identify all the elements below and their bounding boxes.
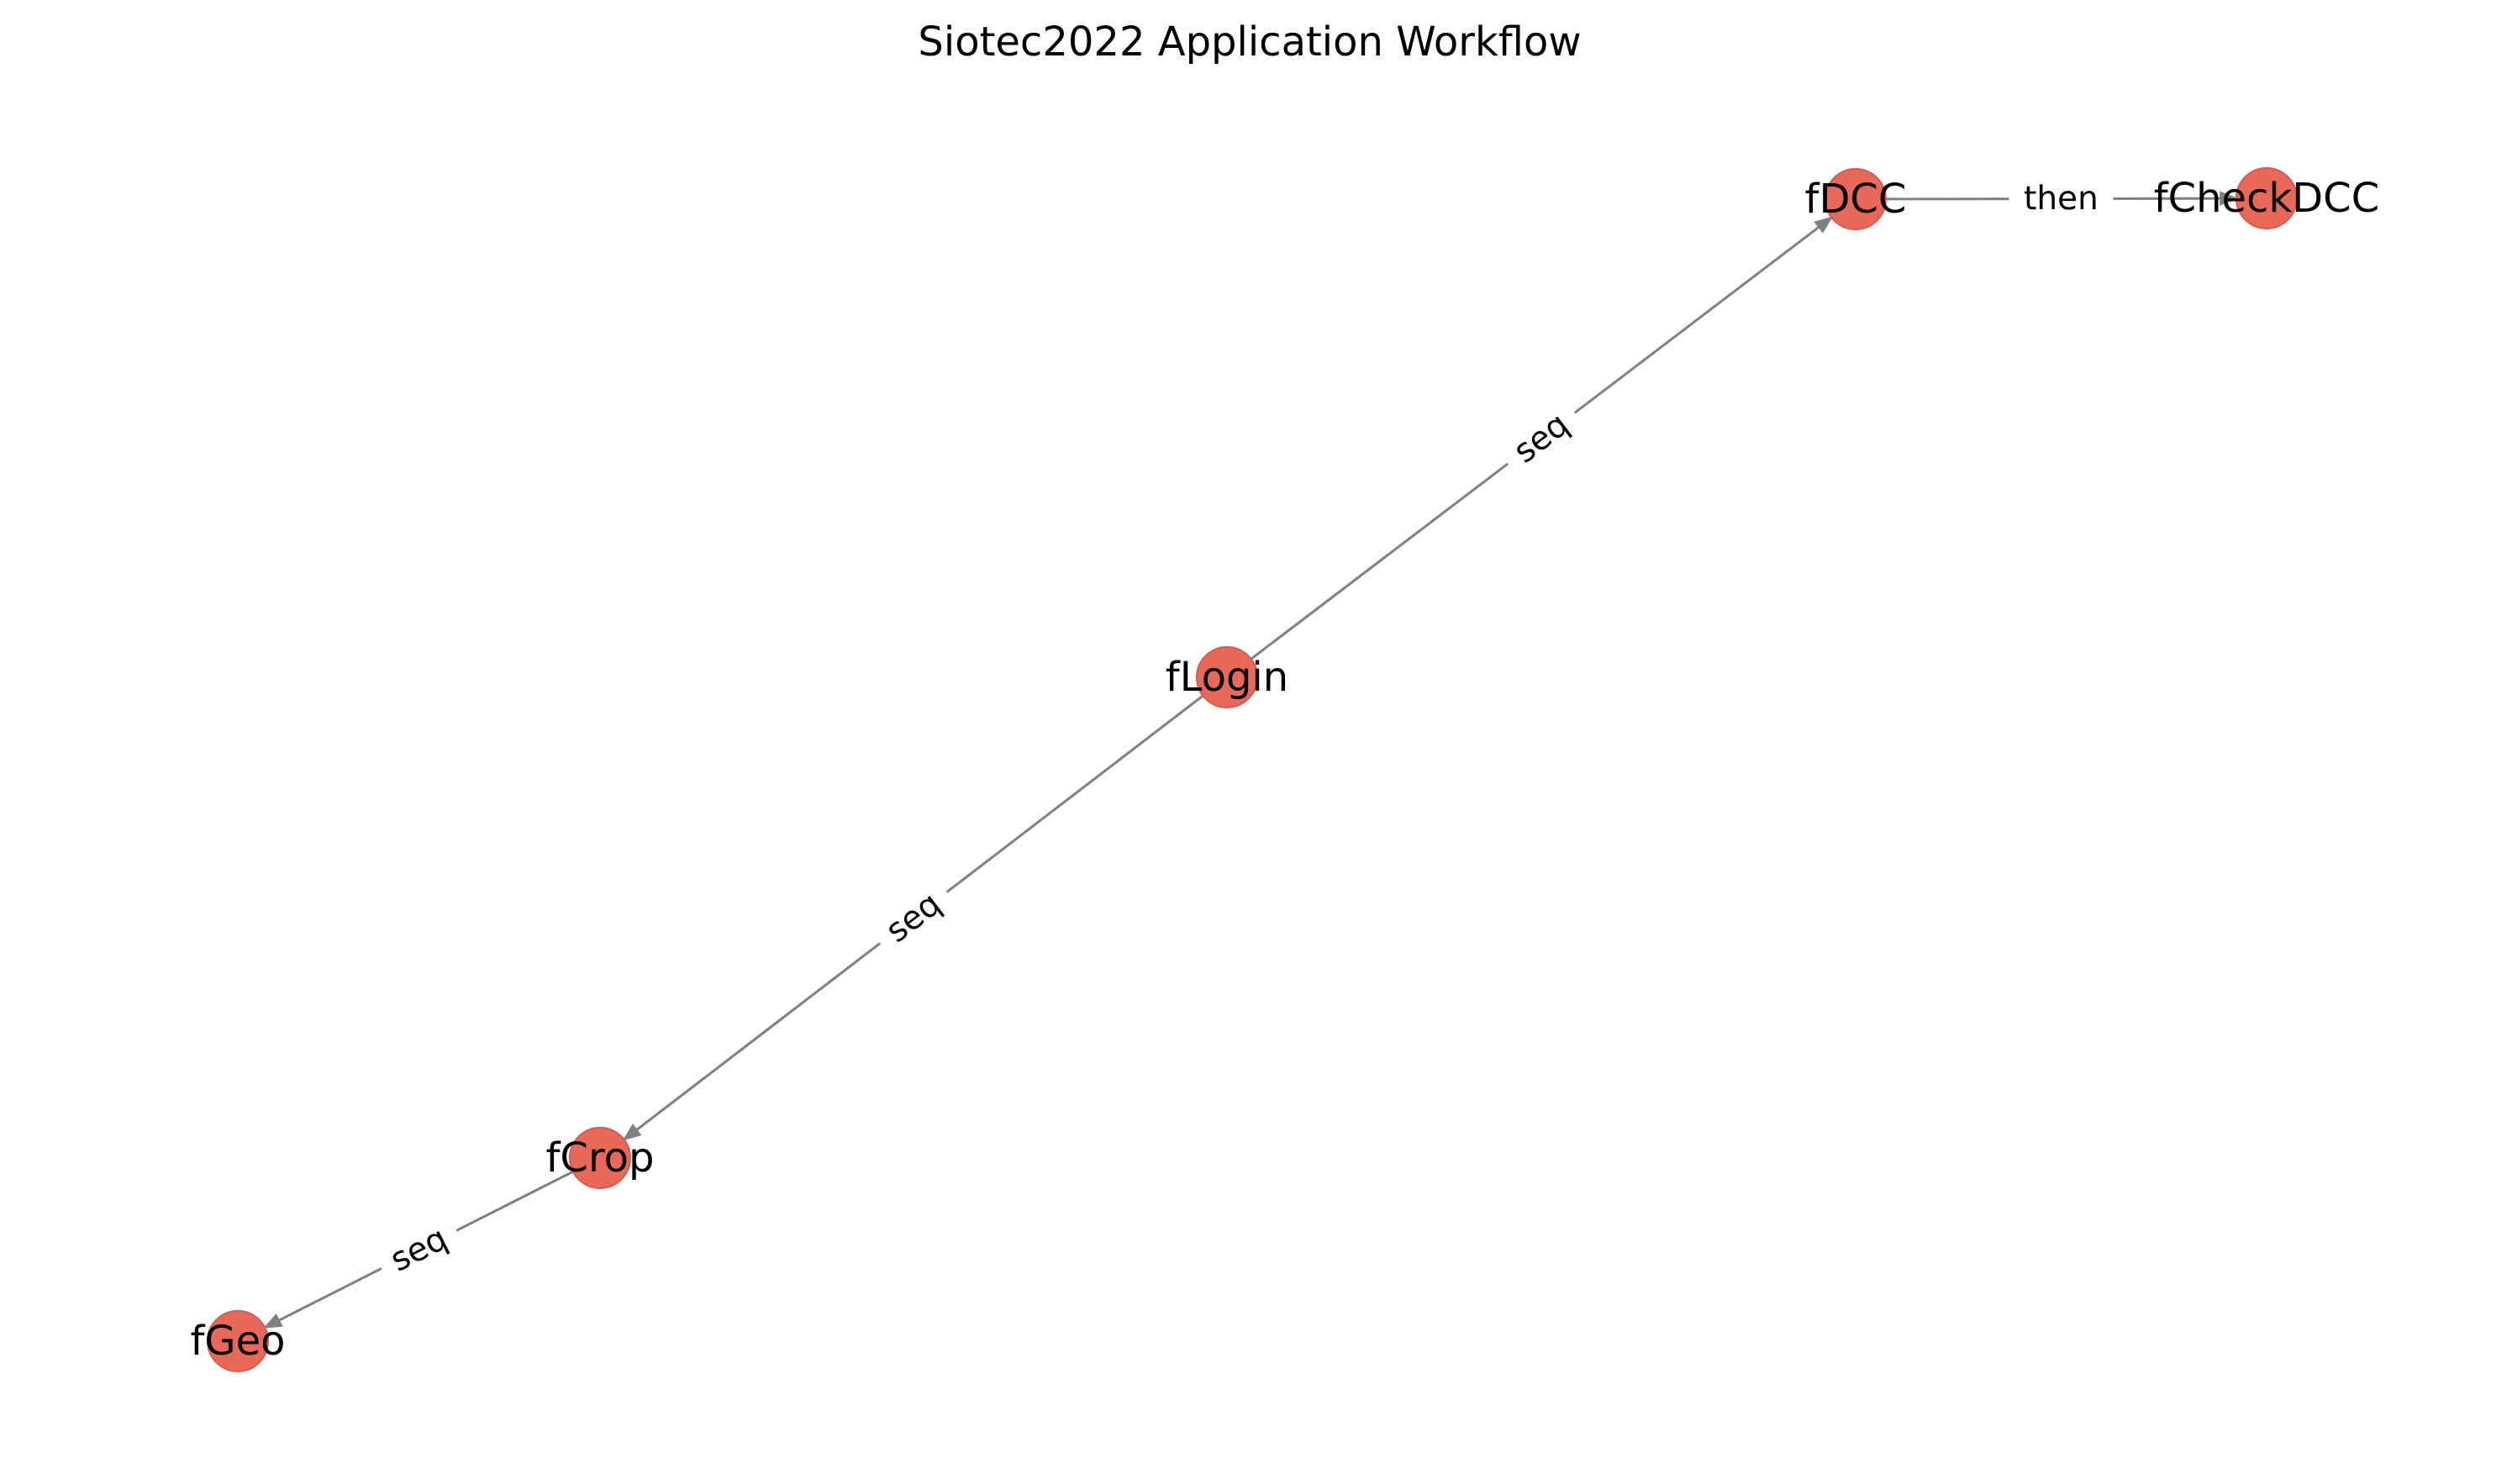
node-label-fGeo: fGeo	[191, 1318, 286, 1365]
node-label-fCrop: fCrop	[546, 1134, 655, 1181]
node-fLogin	[1196, 646, 1258, 708]
edge-label-background	[866, 874, 960, 960]
edge-label-group-fCrop-fGeo: seq	[371, 1211, 466, 1287]
node-fCheckDCC	[2235, 167, 2298, 229]
edge-label-background	[1494, 395, 1588, 480]
node-fDCC	[1825, 168, 1887, 230]
nodes-layer: fLogin fDCC fCheckDCC fCrop fGeo	[191, 167, 2380, 1372]
node-fCrop	[569, 1127, 631, 1189]
edge-label-group-fLogin-fCrop: seq	[866, 874, 960, 960]
node-label-fLogin: fLogin	[1166, 654, 1288, 701]
node-label-fDCC: fDCC	[1805, 176, 1907, 223]
edge-label-background	[2009, 176, 2114, 219]
node-label-fCheckDCC: fCheckDCC	[2154, 175, 2380, 222]
edge-label-group-fDCC-fCheckDCC: then	[2009, 176, 2114, 219]
edge-label-background	[371, 1211, 466, 1287]
edge-label: then	[2024, 180, 2098, 218]
node-fGeo	[207, 1310, 269, 1372]
diagram-title: Siotec2022 Application Workflow	[918, 18, 1581, 66]
edge-label-group-fLogin-fDCC: seq	[1494, 395, 1588, 480]
